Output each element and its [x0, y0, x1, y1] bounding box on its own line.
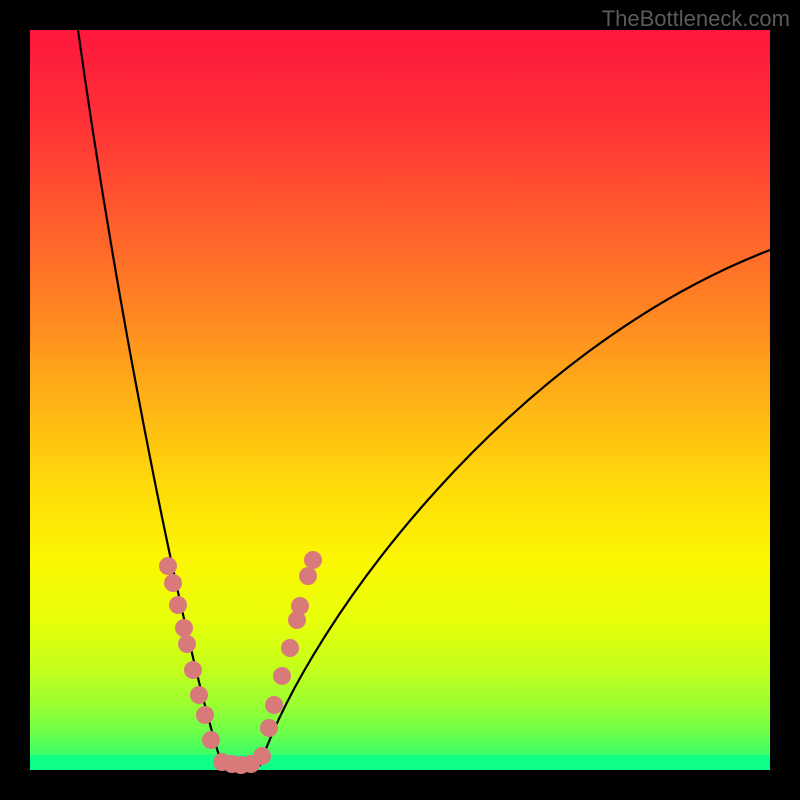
watermark-text: TheBottleneck.com: [602, 6, 790, 32]
chart-container: TheBottleneck.com: [0, 0, 800, 800]
chart-svg: [0, 0, 800, 800]
